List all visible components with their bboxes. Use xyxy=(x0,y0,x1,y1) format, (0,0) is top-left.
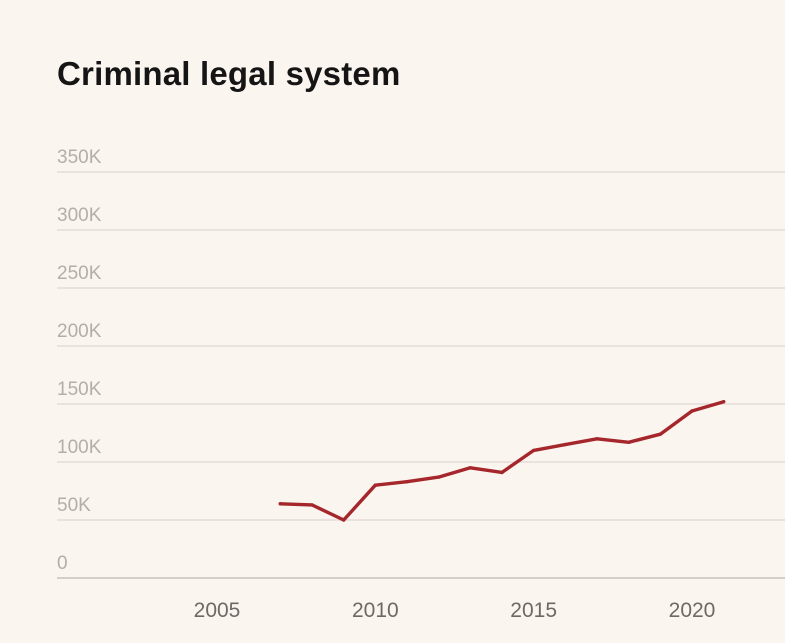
y-tick-label: 250K xyxy=(57,263,102,284)
y-tick-label: 200K xyxy=(57,321,102,342)
y-tick-label: 100K xyxy=(57,437,102,458)
y-axis-ticks: 0 50K 100K 150K 200K 250K 300K 350K xyxy=(57,147,102,574)
data-point xyxy=(310,503,314,507)
data-point xyxy=(341,518,346,522)
data-point xyxy=(373,483,378,487)
data-point xyxy=(468,466,473,470)
data-point xyxy=(436,475,441,479)
series-line xyxy=(278,400,726,522)
data-point xyxy=(721,399,726,404)
x-tick-label: 2010 xyxy=(352,599,399,622)
data-point xyxy=(278,502,283,506)
x-tick-label: 2015 xyxy=(510,599,557,622)
data-point xyxy=(626,440,631,444)
y-tick-label: 50K xyxy=(57,495,91,516)
x-tick-label: 2020 xyxy=(669,599,716,622)
data-point xyxy=(531,448,536,453)
data-point xyxy=(500,470,504,475)
y-tick-label: 150K xyxy=(57,379,102,400)
y-tick-label: 350K xyxy=(57,147,102,168)
x-tick-label: 2005 xyxy=(194,599,241,622)
y-tick-label: 300K xyxy=(57,205,102,226)
x-axis-ticks: 2005 2010 2015 2020 xyxy=(194,599,716,622)
data-point xyxy=(563,442,568,447)
series-lines xyxy=(278,399,726,522)
data-point xyxy=(595,437,599,441)
data-point xyxy=(658,432,663,436)
y-tick-label: 0 xyxy=(57,553,68,574)
y-gridlines xyxy=(57,171,785,579)
data-point xyxy=(405,480,409,484)
chart-title: Criminal legal system xyxy=(57,55,401,92)
data-point xyxy=(690,409,694,413)
